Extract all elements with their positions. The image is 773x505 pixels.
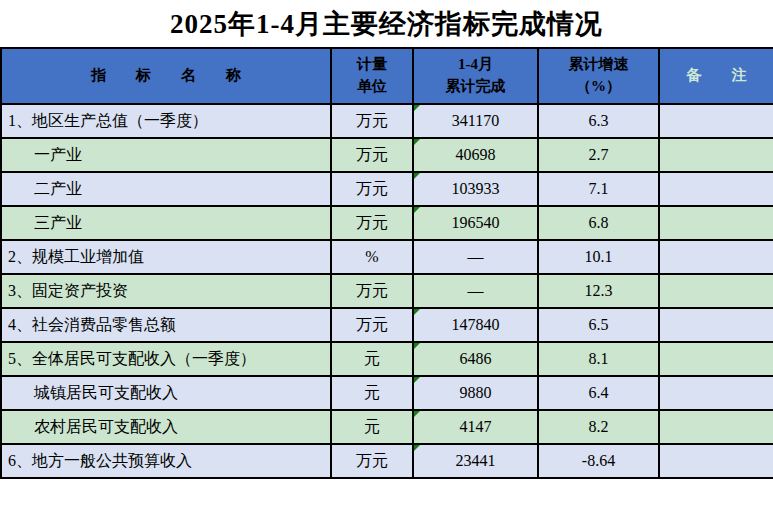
indicator-name-cell: 城镇居民可支配收入	[1, 376, 331, 410]
indicator-name-cell: 二产业	[1, 172, 331, 206]
page-title: 2025年1-4月主要经济指标完成情况	[0, 0, 773, 47]
cumulative-value-cell: 147840	[413, 308, 538, 342]
unit-cell: 万元	[331, 444, 413, 478]
indicator-name-cell: 6、地方一般公共预算收入	[1, 444, 331, 478]
unit-cell: %	[331, 240, 413, 274]
green-triangle-marker-icon	[414, 411, 420, 417]
cumulative-value-cell: 9880	[413, 376, 538, 410]
indicator-name-cell: 5、全体居民可支配收入（一季度）	[1, 342, 331, 376]
remark-cell	[659, 308, 773, 342]
growth-rate-cell: 6.3	[538, 104, 659, 138]
remark-cell	[659, 240, 773, 274]
cumulative-value-cell: —	[413, 240, 538, 274]
indicators-table: 指 标 名 称 计量 单位 1-4月 累计完成 累计增速 （%） 备 注 1、地…	[0, 47, 773, 479]
green-triangle-marker-icon	[414, 343, 420, 349]
remark-cell	[659, 104, 773, 138]
cumulative-value-cell: 40698	[413, 138, 538, 172]
growth-rate-cell: 8.1	[538, 342, 659, 376]
remark-cell	[659, 342, 773, 376]
indicator-name-cell: 三产业	[1, 206, 331, 240]
green-triangle-marker-icon	[414, 105, 420, 111]
column-header-cumulative: 1-4月 累计完成	[413, 48, 538, 104]
growth-rate-cell: 8.2	[538, 410, 659, 444]
table-row: 5、全体居民可支配收入（一季度）元64868.1	[1, 342, 773, 376]
column-header-growth-rate: 累计增速 （%）	[538, 48, 659, 104]
cumulative-value-cell: 6486	[413, 342, 538, 376]
cumulative-value-cell: 103933	[413, 172, 538, 206]
table-row: 农村居民可支配收入元41478.2	[1, 410, 773, 444]
remark-cell	[659, 410, 773, 444]
growth-rate-cell: -8.64	[538, 444, 659, 478]
growth-rate-cell: 7.1	[538, 172, 659, 206]
cumulative-value-cell: 196540	[413, 206, 538, 240]
indicator-name-cell: 3、固定资产投资	[1, 274, 331, 308]
remark-cell	[659, 206, 773, 240]
table-row: 三产业万元1965406.8	[1, 206, 773, 240]
growth-rate-cell: 6.8	[538, 206, 659, 240]
column-header-indicator-name: 指 标 名 称	[1, 48, 331, 104]
indicator-name-cell: 1、地区生产总值（一季度）	[1, 104, 331, 138]
unit-cell: 万元	[331, 138, 413, 172]
cumulative-value-cell: 23441	[413, 444, 538, 478]
green-triangle-marker-icon	[414, 207, 420, 213]
column-header-unit: 计量 单位	[331, 48, 413, 104]
green-triangle-marker-icon	[414, 377, 420, 383]
green-triangle-marker-icon	[414, 309, 420, 315]
unit-cell: 万元	[331, 206, 413, 240]
table-row: 6、地方一般公共预算收入万元23441-8.64	[1, 444, 773, 478]
table-row: 1、地区生产总值（一季度）万元3411706.3	[1, 104, 773, 138]
cumulative-value-cell: 4147	[413, 410, 538, 444]
growth-rate-cell: 10.1	[538, 240, 659, 274]
unit-cell: 万元	[331, 308, 413, 342]
indicator-name-cell: 4、社会消费品零售总额	[1, 308, 331, 342]
table-row: 二产业万元1039337.1	[1, 172, 773, 206]
remark-cell	[659, 444, 773, 478]
table-row: 一产业万元406982.7	[1, 138, 773, 172]
unit-cell: 元	[331, 342, 413, 376]
unit-cell: 万元	[331, 274, 413, 308]
cumulative-value-cell: —	[413, 274, 538, 308]
growth-rate-cell: 2.7	[538, 138, 659, 172]
unit-cell: 万元	[331, 104, 413, 138]
header-row: 指 标 名 称 计量 单位 1-4月 累计完成 累计增速 （%） 备 注	[1, 48, 773, 104]
report-page: 2025年1-4月主要经济指标完成情况 指 标 名 称 计量 单位 1-4月 累…	[0, 0, 773, 505]
cumulative-value-cell: 341170	[413, 104, 538, 138]
table-row: 2、规模工业增加值%—10.1	[1, 240, 773, 274]
remark-cell	[659, 376, 773, 410]
table-row: 3、固定资产投资万元—12.3	[1, 274, 773, 308]
table-row: 4、社会消费品零售总额万元1478406.5	[1, 308, 773, 342]
indicator-name-cell: 2、规模工业增加值	[1, 240, 331, 274]
remark-cell	[659, 274, 773, 308]
remark-cell	[659, 138, 773, 172]
growth-rate-cell: 6.4	[538, 376, 659, 410]
indicator-name-cell: 农村居民可支配收入	[1, 410, 331, 444]
remark-cell	[659, 172, 773, 206]
growth-rate-cell: 12.3	[538, 274, 659, 308]
unit-cell: 元	[331, 376, 413, 410]
growth-rate-cell: 6.5	[538, 308, 659, 342]
column-header-remark: 备 注	[659, 48, 773, 104]
indicator-name-cell: 一产业	[1, 138, 331, 172]
table-row: 城镇居民可支配收入元98806.4	[1, 376, 773, 410]
green-triangle-marker-icon	[414, 173, 420, 179]
unit-cell: 万元	[331, 172, 413, 206]
green-triangle-marker-icon	[414, 445, 420, 451]
green-triangle-marker-icon	[414, 139, 420, 145]
unit-cell: 元	[331, 410, 413, 444]
